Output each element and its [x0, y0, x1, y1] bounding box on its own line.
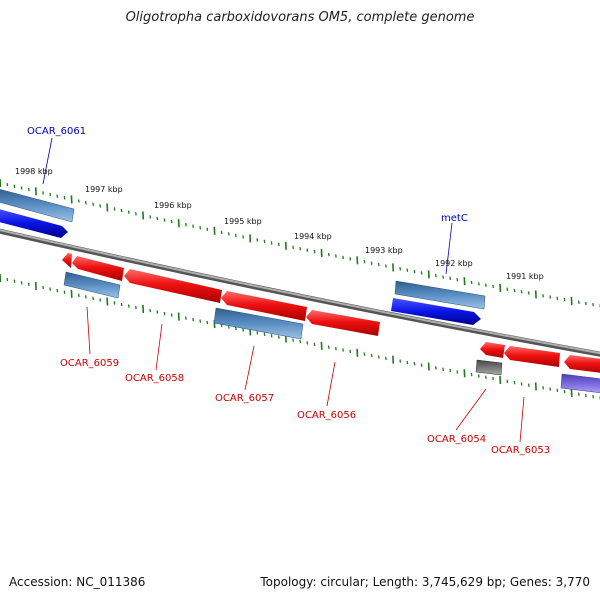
gene-label-ocar-6061[interactable]: OCAR_6061: [27, 126, 86, 137]
gene-red-6054-upper[interactable]: [480, 342, 505, 358]
gene-label-ocar-6056[interactable]: OCAR_6056: [297, 410, 356, 421]
gene-label-ocar-6054[interactable]: OCAR_6054: [427, 434, 486, 445]
leader-line-metc: [445, 222, 453, 275]
ruler-label: 1991 kbp: [506, 272, 544, 281]
genome-title: Oligotropha carboxidovorans OM5, complet…: [125, 10, 475, 25]
gene-ocar-6059-red[interactable]: [72, 256, 124, 281]
leader-line-ocar-6061: [42, 137, 53, 185]
ruler-upper-ticks: [0, 178, 600, 308]
forward-strand-features: [0, 188, 486, 325]
ruler-lower-ticks: [0, 273, 600, 400]
leader-line-ocar-6057: [244, 345, 255, 391]
gene-ocar-6053[interactable]: [504, 346, 560, 367]
genome-summary-text: Topology: circular; Length: 3,745,629 bp…: [260, 575, 590, 589]
reverse-strand-features: [62, 253, 600, 394]
ruler-label: 1996 kbp: [154, 201, 192, 210]
gene-label-metc[interactable]: metC: [441, 213, 468, 224]
ruler-label: 1998 kbp: [15, 167, 53, 176]
gene-blue-arrow-metc[interactable]: [391, 298, 481, 325]
gene-label-ocar-6058[interactable]: OCAR_6058: [125, 373, 184, 384]
gene-red-right-edge[interactable]: [564, 355, 600, 374]
leader-line-ocar-6056: [326, 361, 336, 407]
gene-ocar-6058[interactable]: [124, 269, 222, 303]
gene-purple-right-edge[interactable]: [560, 373, 600, 394]
gene-ocar-6059[interactable]: [63, 271, 121, 299]
gene-ocar-6061[interactable]: [0, 188, 75, 223]
ruler-label: 1994 kbp: [294, 232, 332, 241]
ruler-label: 1992 kbp: [435, 259, 473, 268]
gene-label-ocar-6053[interactable]: OCAR_6053: [491, 445, 550, 456]
accession-text: Accession: NC_011386: [9, 575, 146, 589]
leader-line-ocar-6054: [455, 388, 487, 431]
gene-label-ocar-6059[interactable]: OCAR_6059: [60, 358, 119, 369]
gene-label-ocar-6057[interactable]: OCAR_6057: [215, 393, 274, 404]
ruler-labels: 1998 kbp 1997 kbp 1996 kbp 1995 kbp 1994…: [15, 167, 544, 281]
gene-ocar-6057[interactable]: [213, 307, 304, 340]
leader-line-ocar-6059: [86, 306, 91, 355]
gene-ocar-6054[interactable]: [475, 359, 503, 376]
gene-blue-arrow-left[interactable]: [0, 208, 68, 238]
leader-line-ocar-6058: [155, 323, 163, 371]
leader-line-ocar-6053: [519, 396, 525, 443]
ruler-label: 1995 kbp: [224, 217, 262, 226]
ruler-label: 1993 kbp: [365, 246, 403, 255]
gene-labels: OCAR_6061 metC OCAR_6059 OCAR_6058 OCAR_…: [27, 126, 550, 456]
gene-ocar-6056[interactable]: [306, 310, 380, 336]
leader-lines: [42, 137, 525, 443]
gene-red-small[interactable]: [62, 253, 72, 268]
gene-metc[interactable]: [394, 280, 486, 310]
genome-backbone: [0, 228, 600, 357]
gene-red-6057-upper[interactable]: [221, 291, 307, 321]
ruler-label: 1997 kbp: [85, 185, 123, 194]
